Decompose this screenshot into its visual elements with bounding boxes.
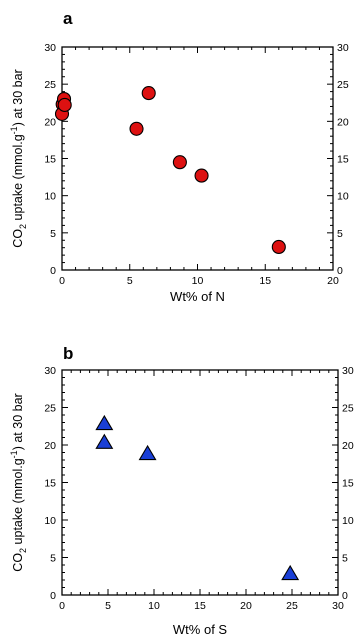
y-tick-label: 15 [44, 478, 56, 490]
x-tick-label: 30 [332, 600, 344, 612]
y-tick-label: 0 [50, 265, 56, 277]
y-tick-label: 0 [50, 590, 56, 602]
y-right-tick-label: 20 [337, 116, 349, 128]
y-axis-label: CO2 uptake (mmol.g-1) at 30 bar [9, 69, 28, 247]
x-axis-label: Wt% of S [173, 622, 228, 637]
x-tick-label: 15 [194, 600, 206, 612]
y-tick-label: 5 [50, 228, 56, 240]
y-tick-label: 30 [44, 42, 56, 54]
data-point [57, 97, 72, 113]
data-point [95, 414, 114, 431]
x-tick-label: 5 [127, 275, 133, 287]
y-right-tick-label: 25 [337, 79, 349, 91]
y-tick-label: 15 [44, 154, 56, 166]
y-right-tick-label: 30 [342, 365, 354, 377]
y-right-tick-label: 10 [337, 191, 349, 203]
y-right-tick-label: 20 [342, 440, 354, 452]
y-tick-label: 20 [44, 440, 56, 452]
data-point [95, 433, 114, 449]
y-right-tick-label: 15 [342, 478, 354, 490]
y-tick-label: 5 [50, 553, 56, 565]
y-right-tick-label: 5 [337, 228, 343, 240]
panel-label: a [63, 9, 73, 28]
plot-frame [61, 46, 334, 271]
x-tick-label: 10 [148, 600, 160, 612]
plot-frame [61, 369, 339, 596]
x-tick-label: 10 [192, 275, 204, 287]
y-tick-label: 30 [44, 365, 56, 377]
data-point [172, 155, 187, 170]
x-axis-label: Wt% of N [170, 289, 225, 304]
y-tick-label: 25 [44, 403, 56, 415]
y-right-tick-label: 15 [337, 154, 349, 166]
x-tick-label: 20 [327, 275, 339, 287]
data-point [129, 121, 144, 136]
y-right-tick-label: 10 [342, 515, 354, 527]
panel-label: b [63, 344, 73, 363]
x-tick-label: 25 [286, 600, 298, 612]
y-right-tick-label: 25 [342, 403, 354, 415]
y-tick-label: 25 [44, 79, 56, 91]
data-point [194, 168, 209, 183]
y-right-tick-label: 5 [342, 553, 348, 565]
y-axis-label: CO2 uptake (mmol.g-1) at 30 bar [9, 393, 28, 571]
y-right-tick-label: 30 [337, 42, 349, 54]
x-tick-label: 15 [259, 275, 271, 287]
x-tick-label: 5 [105, 600, 111, 612]
y-tick-label: 10 [44, 515, 56, 527]
y-right-tick-label: 0 [342, 590, 348, 602]
data-point [138, 444, 157, 461]
x-tick-label: 0 [59, 600, 65, 612]
data-point [141, 86, 156, 101]
data-point [271, 239, 286, 255]
x-tick-label: 20 [240, 600, 252, 612]
data-point [281, 564, 300, 581]
y-right-tick-label: 0 [337, 265, 343, 277]
x-tick-label: 0 [59, 275, 65, 287]
chart-panel-b: b0 5 10 15 20 25 30051015202530051015202530Wt%… [9, 344, 354, 637]
y-tick-label: 10 [44, 191, 56, 203]
y-tick-label: 20 [44, 116, 56, 128]
